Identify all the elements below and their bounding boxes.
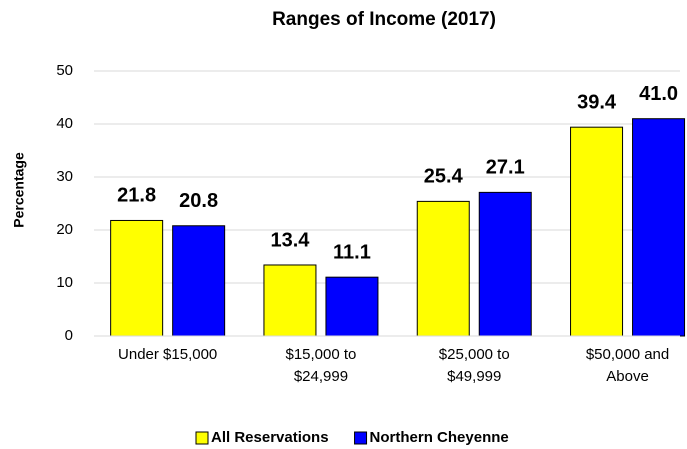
bar	[172, 225, 226, 337]
y-tick-label: 50	[56, 62, 73, 79]
bar	[416, 200, 470, 337]
y-tick-label: 20	[56, 221, 73, 238]
bar	[632, 118, 686, 337]
legend-label: Northern Cheyenne	[370, 429, 509, 446]
data-label: 13.4	[270, 229, 310, 251]
data-label: 39.4	[577, 91, 617, 113]
y-tick-label: 10	[56, 274, 73, 291]
bar	[570, 126, 624, 337]
data-label: 25.4	[424, 166, 464, 188]
y-tick-label: 40	[56, 115, 73, 132]
bar	[263, 264, 317, 337]
x-tick-label: $15,000 to $24,999	[285, 346, 357, 385]
y-tick-label: 0	[65, 327, 73, 344]
legend-swatch	[195, 431, 209, 445]
data-label: 11.1	[333, 241, 371, 263]
data-label: 21.8	[117, 185, 156, 207]
bar	[478, 191, 532, 337]
bar	[325, 276, 379, 337]
legend-label: All Reservations	[211, 429, 329, 446]
x-tick-label: Under $15,000	[118, 346, 218, 363]
legend-swatch	[354, 431, 368, 445]
chart-title: Ranges of Income (2017)	[272, 9, 496, 30]
x-tick-label: $25,000 to $49,999	[438, 346, 510, 385]
data-label: 41.0	[639, 83, 678, 105]
y-axis-label: Percentage	[11, 152, 27, 228]
x-tick-label: $50,000 and Above	[585, 346, 670, 385]
data-label: 27.1	[486, 157, 525, 179]
data-label: 20.8	[179, 190, 218, 212]
bar	[110, 219, 164, 337]
y-tick-label: 30	[56, 168, 73, 185]
